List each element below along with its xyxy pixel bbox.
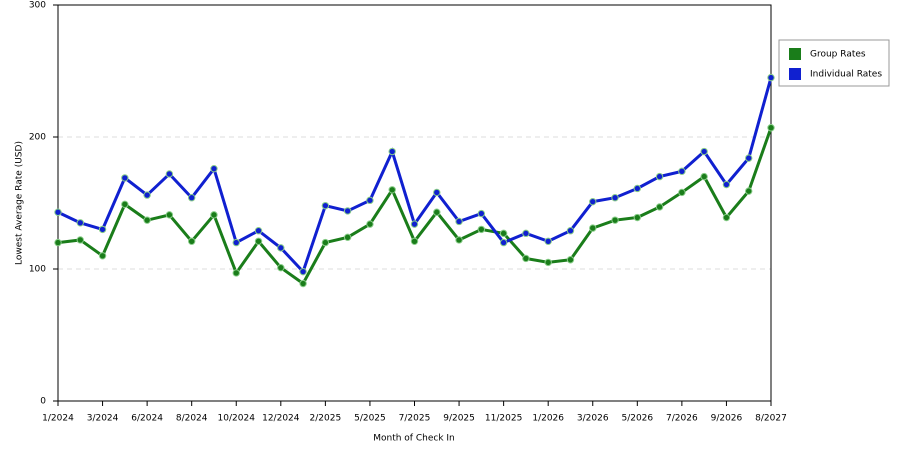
x-tick-label: 9/2025 [443, 414, 475, 424]
point [277, 263, 285, 272]
point [589, 197, 597, 206]
point [499, 238, 508, 247]
point [544, 237, 552, 245]
point [477, 225, 486, 234]
x-tick-label: 3/2026 [577, 414, 609, 424]
x-tick-label: 6/2024 [131, 414, 163, 424]
x-tick-label: 1/2024 [42, 414, 74, 424]
point [633, 184, 642, 193]
x-tick-label: 12/2024 [262, 414, 300, 424]
point [321, 201, 330, 210]
point [433, 188, 441, 197]
x-axis-label: Month of Check In [373, 434, 455, 444]
point [410, 220, 419, 228]
point [54, 238, 62, 247]
point [767, 124, 775, 132]
point [566, 227, 575, 235]
point [544, 258, 552, 267]
point [566, 256, 575, 264]
point [143, 191, 151, 199]
point [611, 216, 619, 224]
point [655, 203, 664, 211]
point [187, 194, 196, 202]
point [745, 154, 753, 162]
point [254, 237, 263, 245]
point [455, 236, 463, 244]
legend-swatch [789, 68, 801, 80]
point [98, 225, 107, 234]
point [254, 227, 263, 235]
point [589, 224, 597, 232]
point [433, 208, 441, 216]
point [343, 207, 352, 215]
point [165, 211, 174, 219]
point [499, 229, 508, 238]
point [121, 174, 129, 182]
point [388, 147, 396, 156]
point [767, 73, 775, 82]
point [76, 219, 84, 227]
point [210, 211, 218, 219]
point [210, 164, 218, 173]
legend-swatch [789, 48, 801, 60]
x-tick-label: 1/2026 [532, 414, 564, 424]
x-tick-label: 8/2027 [755, 414, 787, 424]
point [187, 237, 196, 245]
x-tick-label: 5/2025 [354, 414, 386, 424]
y-tick-label: 300 [29, 1, 46, 11]
point [299, 279, 307, 288]
point [76, 236, 84, 244]
point [277, 244, 285, 252]
point [366, 196, 374, 205]
point [700, 147, 708, 156]
y-tick-label: 100 [29, 265, 46, 275]
x-tick-label: 7/2025 [399, 414, 431, 424]
point [232, 269, 240, 277]
point [522, 254, 530, 263]
x-tick-label: 9/2026 [711, 414, 743, 424]
x-tick-label: 2/2025 [310, 414, 342, 424]
point [611, 194, 619, 202]
x-tick-label: 5/2026 [621, 414, 653, 424]
point [410, 237, 419, 245]
series-line [57, 127, 773, 286]
point [121, 200, 129, 209]
x-tick-label: 7/2026 [666, 414, 698, 424]
y-axis-label: Lowest Average Rate (USD) [15, 141, 25, 265]
point [700, 172, 708, 181]
point [722, 213, 731, 222]
point [477, 209, 486, 218]
point [722, 180, 731, 189]
point [299, 267, 307, 276]
y-tick-label: 0 [40, 397, 46, 407]
point [633, 213, 642, 222]
point [745, 187, 753, 195]
x-tick-label: 11/2025 [485, 414, 522, 424]
y-tick-label: 200 [29, 133, 46, 143]
legend-label: Individual Rates [810, 70, 882, 80]
point [143, 216, 151, 224]
point [388, 186, 396, 194]
legend-label: Group Rates [810, 50, 866, 60]
point [455, 217, 463, 226]
point [522, 229, 530, 238]
point [232, 238, 240, 247]
point [98, 252, 107, 260]
x-tick-label: 8/2024 [176, 414, 208, 424]
point [678, 188, 686, 197]
point [54, 208, 62, 216]
point [343, 233, 352, 242]
point [655, 172, 664, 181]
point [321, 238, 330, 247]
point [678, 167, 686, 176]
point [366, 220, 374, 228]
x-tick-label: 10/2024 [218, 414, 256, 424]
point [165, 170, 174, 178]
x-tick-label: 3/2024 [87, 414, 119, 424]
